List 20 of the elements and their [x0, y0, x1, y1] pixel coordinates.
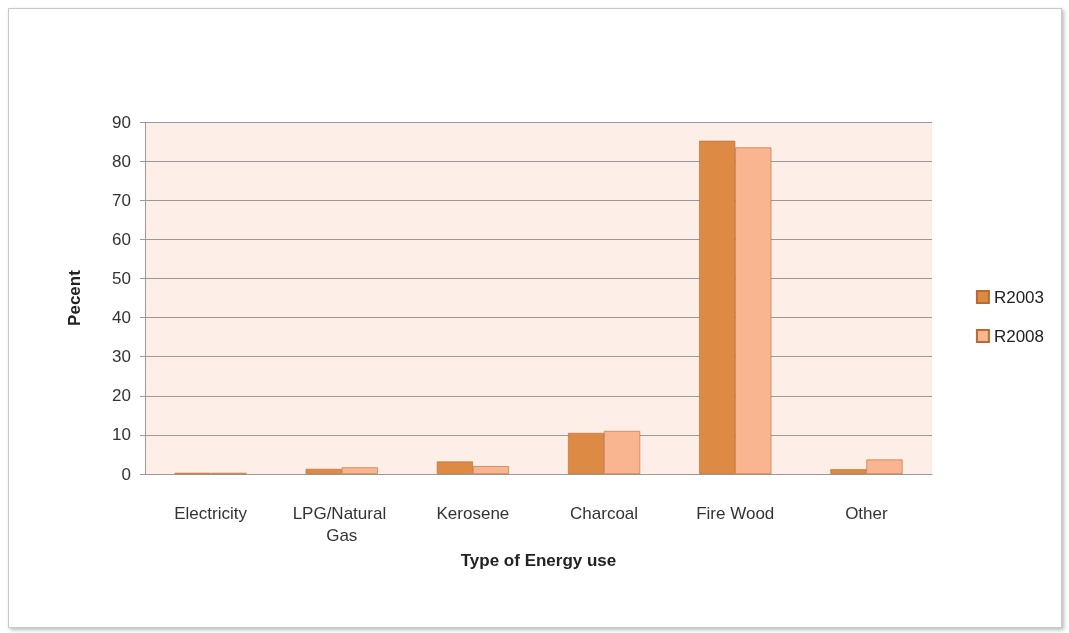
y-tick-label: 0 — [121, 464, 131, 484]
y-tick-label: 60 — [112, 229, 131, 249]
legend-label: R2008 — [993, 326, 1045, 346]
y-tick-label: 50 — [112, 268, 131, 288]
y-tick-label: 10 — [112, 425, 131, 445]
y-tick-label: 20 — [112, 386, 131, 406]
x-axis-title: Type of Energy use — [460, 551, 617, 570]
legend-label: R2003 — [993, 287, 1045, 307]
y-axis-title: Pecent — [65, 269, 84, 326]
x-tick-label: Charcoal — [570, 503, 639, 523]
y-tick-label: 30 — [112, 347, 131, 367]
y-tick-label: 70 — [112, 190, 131, 210]
x-tick-label: Electricity — [174, 503, 248, 523]
y-tick-label: 80 — [112, 151, 131, 171]
y-tick-label: 40 — [112, 308, 131, 328]
x-tick-label: Kerosene — [436, 503, 510, 523]
x-tick-label: LPG/Natural Gas — [292, 503, 391, 545]
y-tick-label: 90 — [112, 112, 131, 132]
x-tick-label: Fire Wood — [696, 503, 775, 523]
x-tick-label: Other — [845, 503, 889, 523]
